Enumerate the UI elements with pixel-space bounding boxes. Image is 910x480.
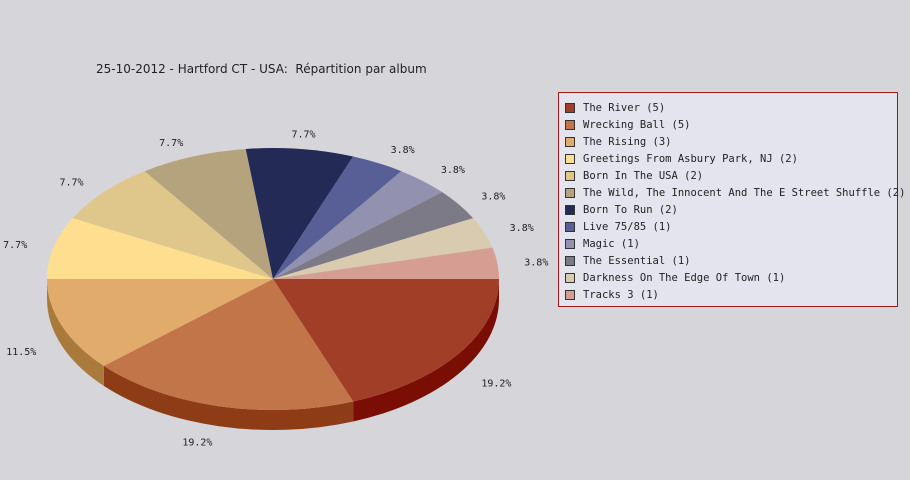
pie-slice-pct-label-10: 3.8%	[510, 223, 534, 234]
pie-slice-10	[273, 218, 493, 279]
legend-label: Live 75/85 (1)	[583, 220, 672, 233]
legend-label: Wrecking Ball (5)	[583, 118, 691, 131]
legend-item: The River (5)	[565, 99, 897, 116]
pie-slice-5	[144, 148, 273, 279]
legend-item: Tracks 3 (1)	[565, 286, 897, 303]
pie-slice-pct-label-4: 7.7%	[59, 178, 83, 189]
legend-label: Born To Run (2)	[583, 203, 678, 216]
legend-swatch	[565, 102, 575, 113]
pie-slice-pct-label-8: 3.8%	[441, 165, 465, 176]
legend-swatch	[565, 272, 575, 283]
pie-side-1	[103, 365, 354, 430]
legend-item: Wrecking Ball (5)	[565, 116, 897, 133]
legend-label: Darkness On The Edge Of Town (1)	[583, 271, 786, 284]
legend-swatch	[565, 119, 575, 130]
legend-swatch	[565, 238, 575, 249]
pie-slice-6	[245, 148, 354, 279]
legend-swatch	[565, 221, 575, 232]
legend-swatch	[565, 136, 575, 147]
legend-label: The Essential (1)	[583, 254, 691, 267]
pie-slice-9	[273, 192, 474, 279]
legend-label: Greetings From Asbury Park, NJ (2)	[583, 152, 798, 165]
legend-item: Live 75/85 (1)	[565, 218, 897, 235]
legend-item: Greetings From Asbury Park, NJ (2)	[565, 150, 897, 167]
pie-slice-1	[103, 279, 354, 410]
pie-slice-pct-label-11: 3.8%	[524, 257, 548, 268]
legend-label: The River (5)	[583, 101, 666, 114]
legend-label: The Wild, The Innocent And The E Street …	[583, 186, 906, 199]
pie-slice-8	[273, 171, 443, 279]
legend-swatch	[565, 153, 575, 164]
pie-side-0	[353, 279, 499, 422]
legend-item: Darkness On The Edge Of Town (1)	[565, 269, 897, 286]
pie-slice-pct-label-1: 19.2%	[182, 437, 212, 448]
legend-swatch	[565, 289, 575, 300]
pie-slice-7	[273, 156, 402, 279]
legend-item: The Rising (3)	[565, 133, 897, 150]
legend-swatch	[565, 204, 575, 215]
pie-slice-pct-label-9: 3.8%	[481, 192, 505, 203]
pie-slice-pct-label-0: 19.2%	[481, 378, 511, 389]
legend-label: The Rising (3)	[583, 135, 672, 148]
legend-swatch	[565, 255, 575, 266]
pie-slice-2	[47, 279, 273, 366]
legend-swatch	[565, 187, 575, 198]
legend-item: The Wild, The Innocent And The E Street …	[565, 184, 905, 201]
legend-item: Born In The USA (2)	[565, 167, 897, 184]
pie-slice-0	[273, 279, 499, 402]
legend-swatch	[565, 170, 575, 181]
pie-top-face	[47, 148, 499, 410]
chart-title: 25-10-2012 - Hartford CT - USA: Répartit…	[96, 62, 427, 76]
legend-label: Tracks 3 (1)	[583, 288, 659, 301]
pie-slice-pct-label-2: 11.5%	[6, 347, 36, 358]
pie-slice-pct-label-5: 7.7%	[159, 138, 183, 149]
legend: The River (5) Wrecking Ball (5) The Rising…	[558, 92, 905, 307]
pie-percent-labels: 19.2% 19.2% 11.5% 7.7% 7.7% 7.7% 7.7% 3.8% 3.8% 3…	[3, 129, 548, 448]
legend-item: The Essential (1)	[565, 252, 897, 269]
legend-item: Magic (1)	[565, 235, 897, 252]
legend-label: Born In The USA (2)	[583, 169, 704, 182]
pie-slice-3	[47, 218, 273, 279]
pie-side-2	[47, 279, 104, 386]
legend-item: Born To Run (2)	[565, 201, 897, 218]
pie-slice-11	[273, 247, 499, 279]
pie-slice-pct-label-6: 7.7%	[291, 129, 315, 140]
pie-slice-4	[72, 171, 274, 279]
pie-slice-pct-label-7: 3.8%	[391, 145, 415, 156]
pie-side-wall	[47, 279, 499, 430]
legend-label: Magic (1)	[583, 237, 640, 250]
pie-slice-pct-label-3: 7.7%	[3, 240, 27, 251]
